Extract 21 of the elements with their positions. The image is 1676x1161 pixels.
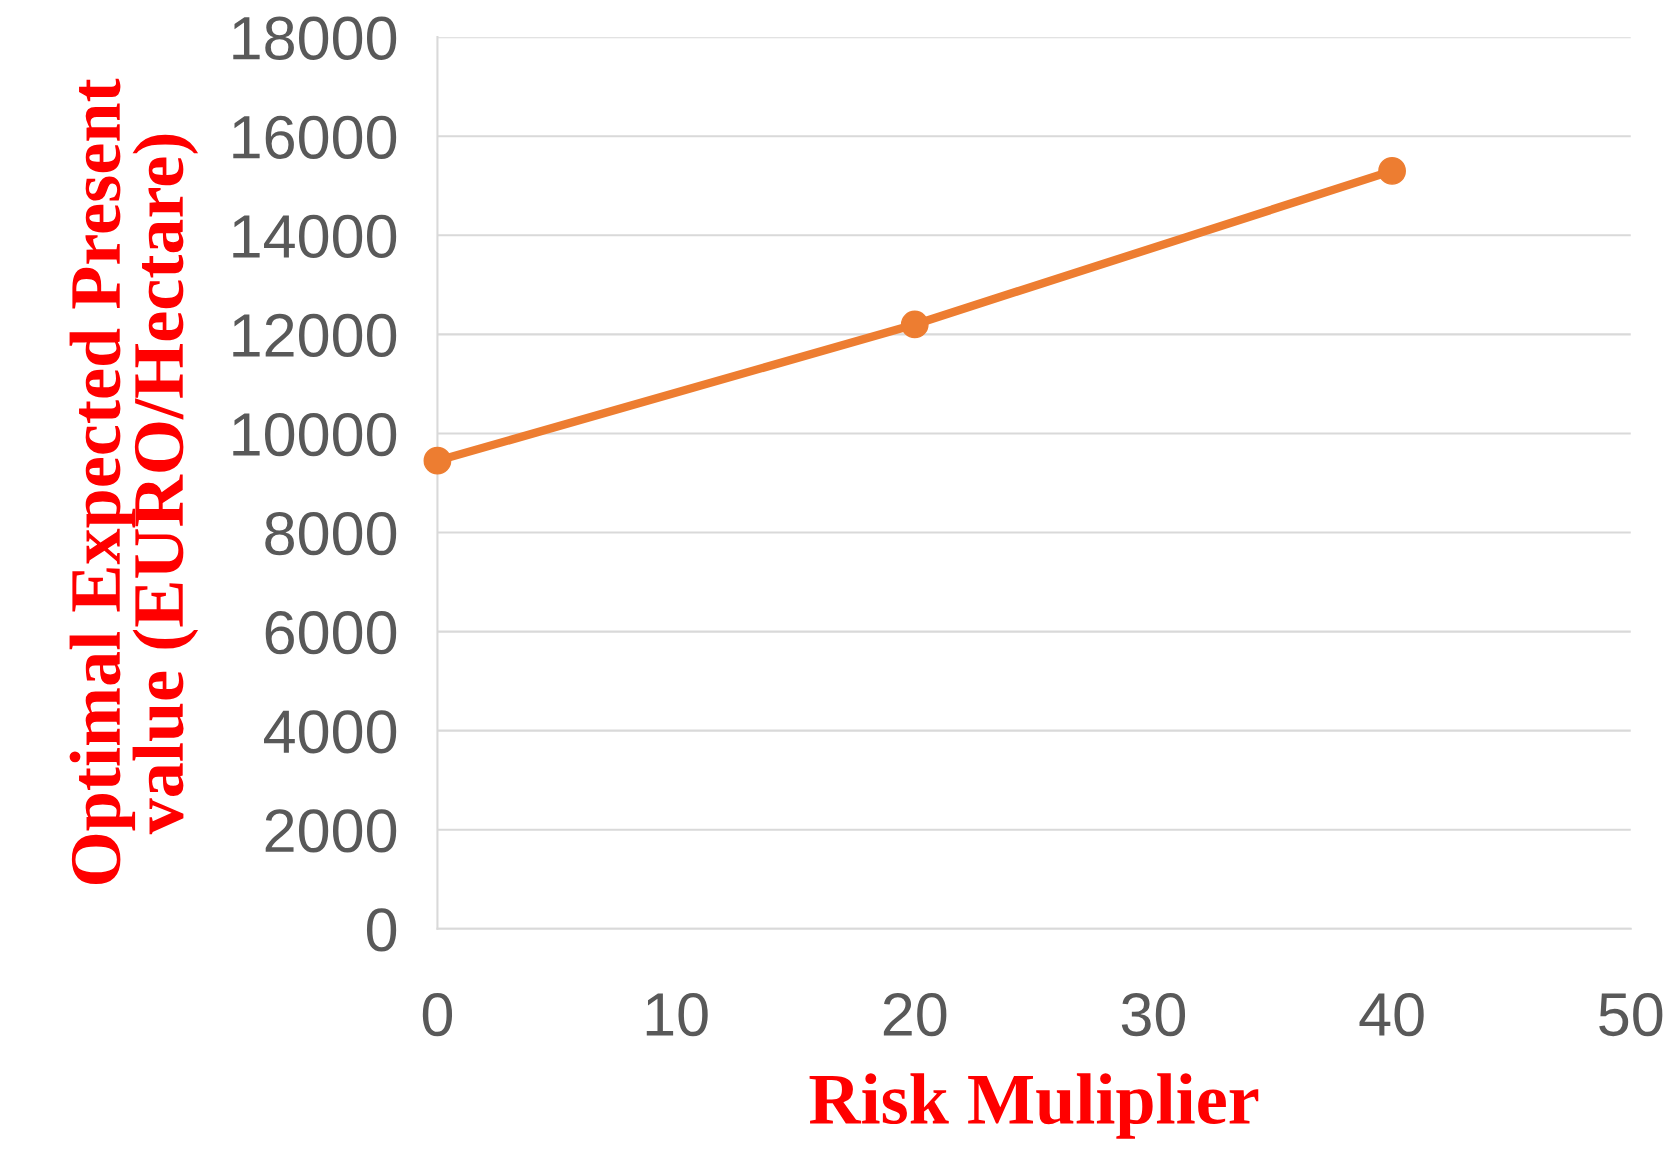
x-tick-label: 0 — [422, 992, 453, 1037]
x-tick-label: 20 — [883, 992, 947, 1037]
y-tick-label: 6000 — [265, 611, 397, 655]
x-tick-label: 40 — [1359, 992, 1424, 1037]
y-tick-label: 14000 — [233, 214, 397, 259]
x-tick-label: 10 — [646, 992, 708, 1037]
y-tick-label: 10000 — [233, 412, 397, 457]
y-tick-label: 16000 — [233, 115, 397, 159]
point — [423, 446, 452, 475]
y-tick-label: 0 — [366, 908, 397, 952]
y-tick-label: 2000 — [265, 809, 397, 853]
y-tick-label: 8000 — [265, 511, 397, 556]
x-tick-label: 30 — [1121, 992, 1186, 1037]
y-tick-label: 12000 — [233, 313, 397, 358]
x-axis-title: Risk Muliplier — [809, 1073, 1259, 1139]
point — [1378, 157, 1406, 185]
x-tick-label: 50 — [1599, 992, 1663, 1037]
y-tick-label: 4000 — [264, 710, 397, 754]
y-axis-title: Optimal Expected Present value (EURO/Hectare) — [69, 78, 199, 884]
point — [900, 310, 929, 339]
y-tick-label: 18000 — [233, 16, 397, 60]
